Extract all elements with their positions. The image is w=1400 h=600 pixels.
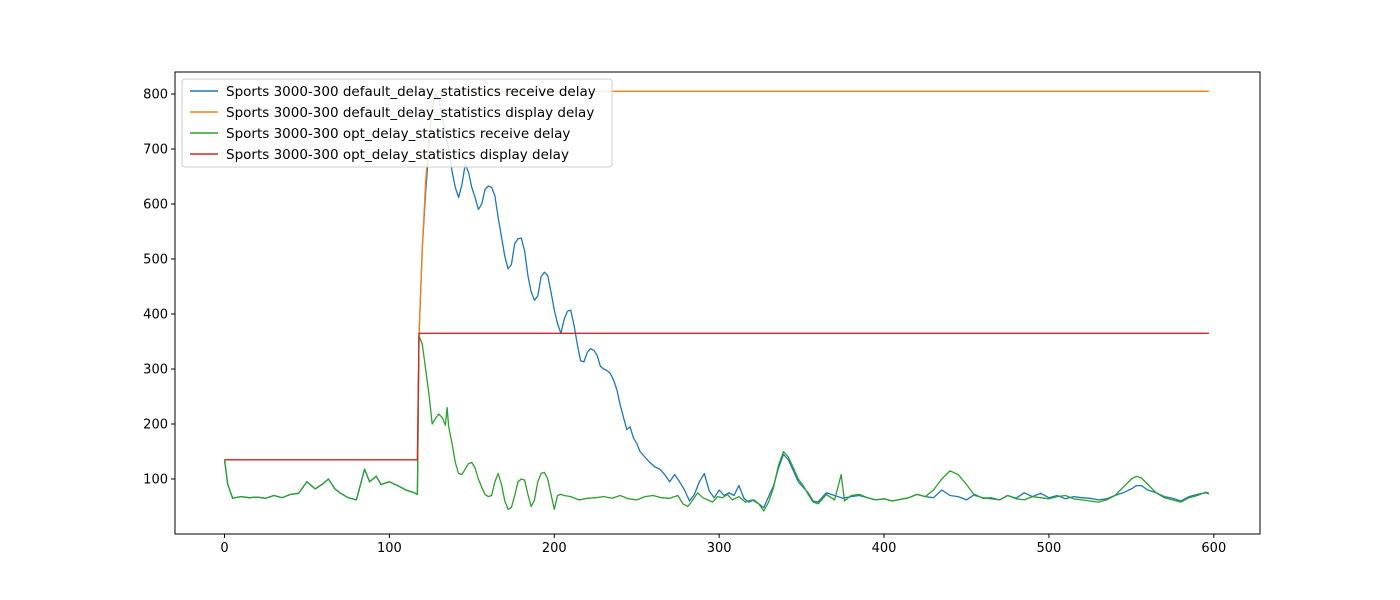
series-line-4: [224, 332, 1209, 461]
legend-label-1: Sports 3000-300 default_delay_statistics…: [226, 84, 596, 100]
legend-label-4: Sports 3000-300 opt_delay_statistics dis…: [226, 147, 569, 163]
y-tick-label: 300: [143, 363, 168, 378]
legend-label-2: Sports 3000-300 default_delay_statistics…: [226, 105, 594, 121]
x-tick-label: 0: [220, 541, 228, 556]
x-tick-label: 200: [542, 541, 567, 556]
x-tick-label: 100: [377, 541, 402, 556]
x-tick-label: 400: [872, 541, 897, 556]
legend-label-3: Sports 3000-300 opt_delay_statistics rec…: [226, 126, 570, 142]
legend: Sports 3000-300 default_delay_statistics…: [181, 78, 613, 168]
y-axis: 100 200 300 400 500 600 700 800: [143, 88, 175, 488]
x-tick-label: 500: [1037, 541, 1062, 556]
y-tick-label: 200: [143, 418, 168, 433]
x-tick-label: 300: [707, 541, 732, 556]
legend-frame: [181, 78, 613, 168]
y-tick-label: 600: [143, 198, 168, 213]
y-tick-label: 100: [143, 473, 168, 488]
series-line-3: [223, 335, 1210, 512]
x-axis: 0 100 200 300 400 500 600: [220, 534, 1226, 556]
y-tick-label: 800: [143, 88, 168, 103]
plot-area-frame: [174, 71, 1261, 535]
x-tick-label: 600: [1201, 541, 1226, 556]
y-tick-label: 400: [143, 308, 168, 323]
y-tick-label: 700: [143, 143, 168, 158]
y-tick-label: 500: [143, 253, 168, 268]
